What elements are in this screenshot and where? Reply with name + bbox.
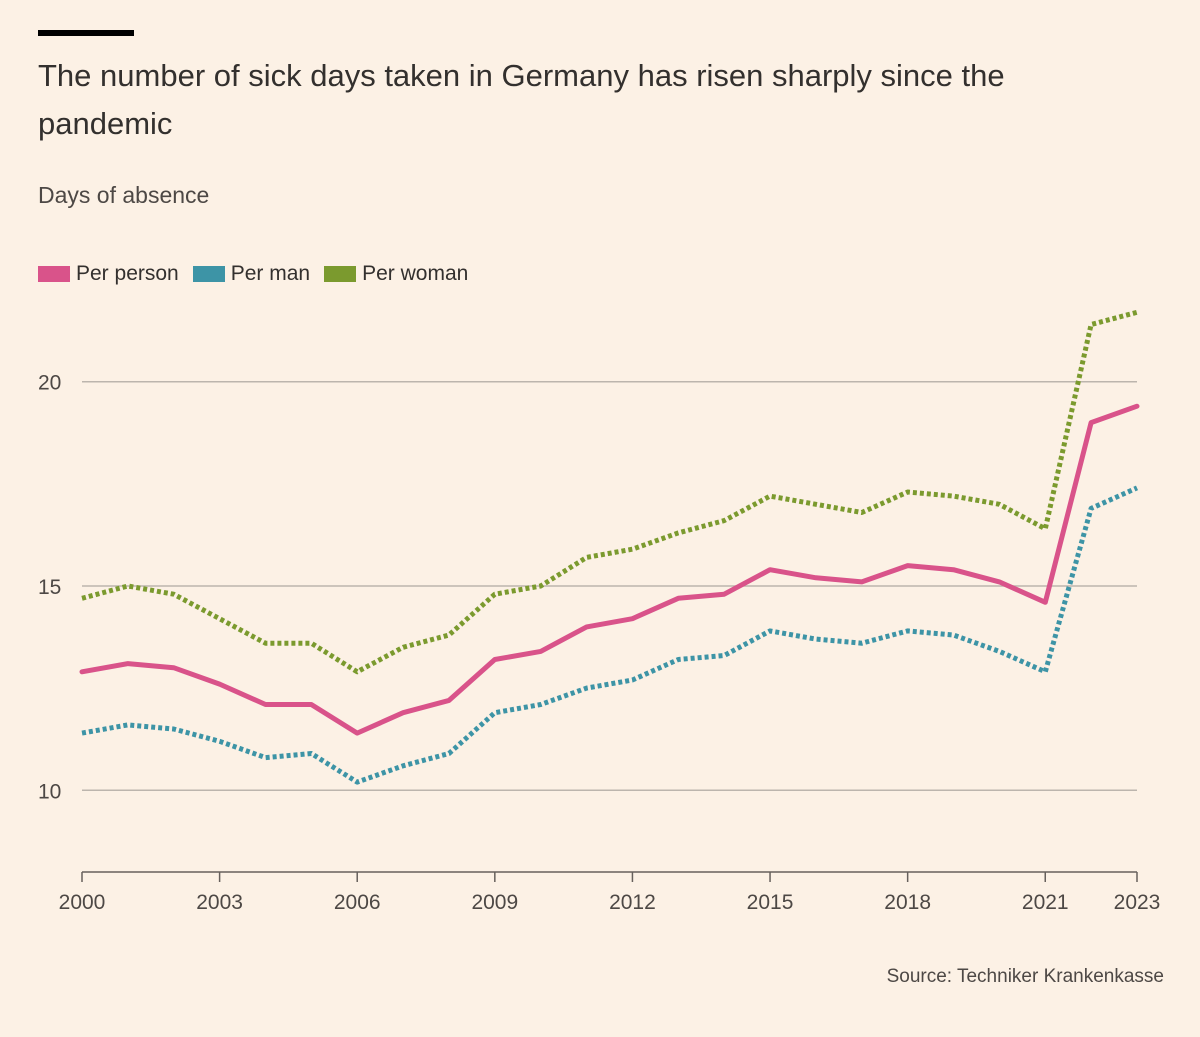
legend-swatch-per-woman (324, 266, 357, 282)
legend-swatch-per-man (192, 266, 225, 282)
series-line-per-woman (81, 309, 1138, 675)
y-tick-label-15: 15 (38, 576, 61, 599)
x-tick-label-2023: 2023 (1114, 891, 1161, 914)
legend-label-per-woman: Per woman (362, 262, 469, 285)
chart-title: The number of sick days taken in Germany… (38, 58, 1005, 141)
x-tick-label-2012: 2012 (609, 891, 656, 914)
legend-label-per-person: Per person (76, 262, 179, 285)
legend-label-per-man: Per man (230, 262, 311, 285)
series-line-per-man (81, 485, 1139, 785)
y-tick-label-20: 20 (38, 372, 61, 395)
chart-subtitle: Days of absence (38, 182, 210, 208)
legend: Per person Per man Per woman (38, 262, 482, 286)
top-rule (38, 30, 134, 36)
series-line-per-person (79, 403, 1140, 736)
x-tick-label-2009: 2009 (471, 891, 518, 914)
x-tick-label-2015: 2015 (747, 891, 794, 914)
y-tick-label-10: 10 (38, 780, 61, 803)
x-tick-label-2018: 2018 (884, 891, 931, 914)
legend-swatch-per-person (38, 266, 70, 282)
legend-item-per-person: Per person (38, 262, 179, 286)
x-tick-label-2006: 2006 (334, 891, 381, 914)
x-tick-label-2003: 2003 (196, 891, 243, 914)
source-note: Source: Techniker Krankenkasse (886, 966, 1164, 987)
x-tick-label-2000: 2000 (59, 891, 106, 914)
legend-item-per-man: Per man (192, 262, 311, 286)
x-tick-label-2021: 2021 (1022, 891, 1069, 914)
legend-item-per-woman: Per woman (324, 262, 468, 286)
